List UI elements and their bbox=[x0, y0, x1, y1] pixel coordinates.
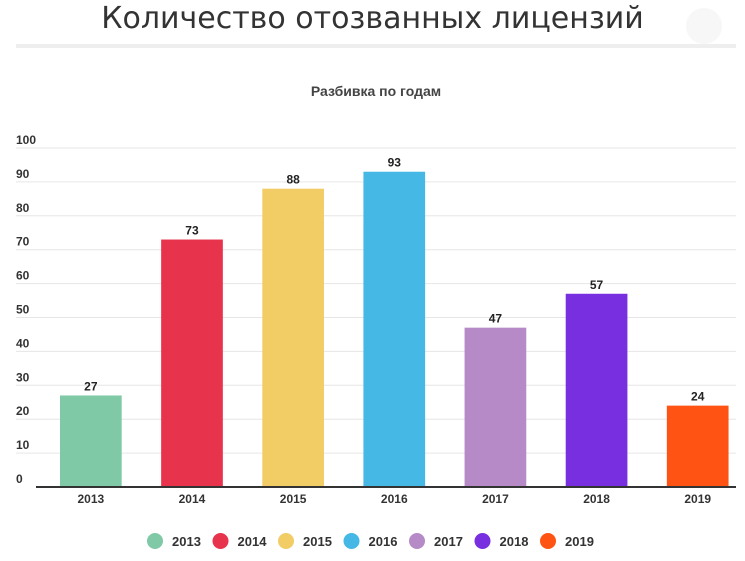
bar-2015 bbox=[262, 188, 324, 487]
title-divider bbox=[16, 44, 736, 48]
data-labels: 27 73 88 93 47 57 24 bbox=[84, 156, 705, 404]
legend-swatch bbox=[212, 533, 229, 549]
y-tick-label: 40 bbox=[16, 336, 30, 350]
bar-2017 bbox=[464, 327, 527, 487]
data-label-2013: 27 bbox=[84, 379, 98, 393]
x-tick-label: 2013 bbox=[77, 492, 104, 506]
legend-swatch bbox=[409, 533, 425, 549]
x-tick-label: 2016 bbox=[381, 492, 408, 506]
x-tick-label: 2017 bbox=[482, 492, 509, 506]
bar-2014 bbox=[161, 239, 223, 487]
page-title: Количество отозванных лицензий bbox=[101, 1, 644, 36]
legend-label: 2019 bbox=[565, 534, 594, 549]
y-tick-label: 90 bbox=[16, 167, 30, 181]
bars bbox=[60, 171, 729, 488]
bar-2016 bbox=[363, 171, 426, 488]
x-tick-label: 2018 bbox=[583, 492, 610, 506]
x-axis: 2013 2014 2015 2016 2017 2018 2019 bbox=[77, 492, 711, 506]
y-tick-label: 70 bbox=[16, 235, 30, 249]
data-label-2019: 24 bbox=[691, 390, 705, 404]
bar-2018 bbox=[565, 293, 628, 487]
legend-swatch bbox=[278, 533, 294, 549]
y-tick-label: 10 bbox=[16, 438, 30, 452]
legend-item-2016[interactable]: 2016 bbox=[343, 533, 398, 549]
data-label-2014: 73 bbox=[185, 224, 199, 238]
legend-swatch bbox=[474, 533, 491, 549]
legend-item-2017[interactable]: 2017 bbox=[409, 533, 463, 549]
legend-item-2014[interactable]: 2014 bbox=[212, 533, 268, 549]
x-tick-label: 2015 bbox=[280, 492, 307, 506]
legend-label: 2018 bbox=[500, 534, 529, 549]
corner-badge-icon bbox=[686, 8, 722, 44]
legend-swatch bbox=[147, 533, 163, 549]
legend-swatch bbox=[343, 533, 360, 549]
x-tick-label: 2019 bbox=[684, 492, 711, 506]
chart-title: Разбивка по годам bbox=[311, 83, 441, 99]
legend-swatch bbox=[540, 533, 556, 549]
y-tick-label: 60 bbox=[16, 269, 30, 283]
legend-item-2018[interactable]: 2018 bbox=[474, 533, 529, 549]
data-label-2015: 88 bbox=[286, 173, 300, 187]
legend-label: 2016 bbox=[369, 534, 398, 549]
y-tick-label: 50 bbox=[16, 303, 30, 317]
data-label-2016: 93 bbox=[388, 156, 402, 170]
data-label-2017: 47 bbox=[489, 312, 503, 326]
y-tick-label: 20 bbox=[16, 404, 30, 418]
legend-label: 2015 bbox=[303, 534, 332, 549]
data-label-2018: 57 bbox=[590, 278, 604, 292]
legend-label: 2017 bbox=[434, 534, 463, 549]
legend-item-2019[interactable]: 2019 bbox=[540, 533, 594, 549]
y-tick-label: 80 bbox=[16, 201, 30, 215]
y-axis: 0 10 20 30 40 50 60 70 80 90 100 bbox=[16, 133, 36, 486]
legend-label: 2014 bbox=[238, 534, 268, 549]
y-tick-label: 100 bbox=[16, 133, 36, 147]
legend-item-2013[interactable]: 2013 bbox=[147, 533, 201, 549]
y-tick-label: 30 bbox=[16, 370, 30, 384]
x-tick-label: 2014 bbox=[179, 492, 206, 506]
y-tick-label: 0 bbox=[16, 472, 23, 486]
legend-item-2015[interactable]: 2015 bbox=[278, 533, 332, 549]
bar-2013 bbox=[60, 395, 122, 487]
legend-label: 2013 bbox=[172, 534, 201, 549]
legend: 2013 2014 2015 2016 2017 2018 2019 bbox=[147, 533, 594, 549]
bar-2019 bbox=[666, 405, 729, 487]
